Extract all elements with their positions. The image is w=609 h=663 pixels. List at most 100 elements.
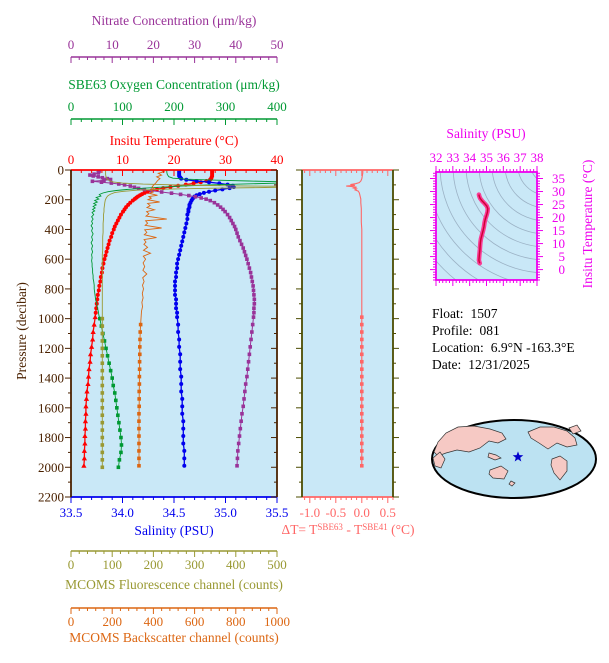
- ts-salinity-axis-title: Salinity (PSU): [446, 126, 526, 141]
- tick-label: 400: [45, 222, 65, 237]
- map-landmass: [488, 465, 509, 480]
- tick-label: 2000: [38, 460, 64, 475]
- tick-label: 0: [68, 557, 75, 572]
- tick-label: 1200: [38, 341, 64, 356]
- tick-label: 300: [185, 557, 205, 572]
- dt-title-sup-sbe41: SBE41: [362, 522, 388, 532]
- location-label: Location:: [432, 340, 484, 355]
- tick-label: 30: [188, 37, 201, 52]
- pressure-axis-title: Pressure (decibar): [14, 282, 29, 380]
- float-id-value: 1507: [470, 306, 498, 321]
- date-value: 12/31/2025: [468, 357, 530, 372]
- tick-label: 34.0: [111, 505, 134, 520]
- tick-label: 1000: [264, 614, 290, 629]
- tick-label: 0: [68, 152, 75, 167]
- map-landmass: [527, 426, 578, 450]
- tick-label: 400: [226, 557, 246, 572]
- map-landmass: [508, 480, 516, 487]
- tick-label: 0: [68, 614, 75, 629]
- tick-label: 35.5: [266, 505, 289, 520]
- tick-label: 30: [219, 152, 232, 167]
- tick-label: 10: [106, 37, 119, 52]
- tick-label: 5: [559, 249, 566, 264]
- tick-label: 800: [226, 614, 246, 629]
- float-location-star: [512, 451, 524, 462]
- tick-label: 36: [497, 150, 511, 165]
- tick-label: 1600: [38, 400, 64, 415]
- series-line-mcoms-backscatter: [138, 170, 167, 466]
- tick-label: 38: [531, 150, 544, 165]
- tick-label: 35.0: [214, 505, 237, 520]
- location-line: Location: 6.9°N -163.3°E: [432, 339, 575, 356]
- tick-label: 600: [45, 252, 65, 267]
- main-profile-series: [81, 170, 277, 470]
- tick-label: 200: [144, 557, 164, 572]
- tick-label: -1.0: [300, 505, 321, 520]
- tick-label: 0.5: [380, 505, 396, 520]
- tick-label: -0.5: [326, 505, 347, 520]
- tick-label: 200: [164, 99, 184, 114]
- map-landmass: [568, 424, 582, 435]
- tick-label: 50: [271, 37, 284, 52]
- tick-label: 10: [552, 236, 565, 251]
- tick-label: 400: [267, 99, 287, 114]
- fluorescence-axis-title: MCOMS Fluorescence channel (counts): [65, 577, 283, 592]
- tick-label: 1800: [38, 430, 64, 445]
- tick-label: 1400: [38, 371, 64, 386]
- tick-label: 34.5: [163, 505, 186, 520]
- tick-label: 0: [58, 163, 65, 178]
- tick-label: 2200: [38, 490, 64, 505]
- tick-label: 33.5: [60, 505, 83, 520]
- backscatter-axis-title: MCOMS Backscatter channel (counts): [69, 630, 279, 645]
- tick-label: 34: [463, 150, 477, 165]
- temperature-axis-title: Insitu Temperature (°C): [109, 133, 239, 148]
- tick-label: 100: [113, 99, 133, 114]
- tick-label: 40: [229, 37, 242, 52]
- map-landmass: [550, 455, 568, 481]
- dt-title-sup-sbe63: SBE63: [317, 522, 343, 532]
- tick-label: 20: [168, 152, 181, 167]
- tick-label: 32: [430, 150, 443, 165]
- tick-label: 400: [144, 614, 164, 629]
- float-id-line: Float: 1507: [432, 305, 575, 322]
- date-line: Date: 12/31/2025: [432, 356, 575, 373]
- tick-label: 1000: [38, 311, 64, 326]
- ts-curve-core: [478, 194, 489, 264]
- tick-label: 200: [102, 614, 122, 629]
- delta-t-series: [346, 170, 364, 468]
- world-map: [431, 419, 597, 499]
- tick-label: 20: [552, 210, 565, 225]
- ts-temperature-axis-title: Insitu Temperature (°C): [580, 159, 595, 289]
- tick-label: 10: [116, 152, 129, 167]
- tick-label: 300: [216, 99, 236, 114]
- dt-title-part: - T: [342, 522, 363, 537]
- tick-label: 15: [552, 223, 565, 238]
- map-landmass: [487, 452, 502, 461]
- profile-line: Profile: 081: [432, 322, 575, 339]
- float-info-block: Float: 1507 Profile: 081 Location: 6.9°N -1…: [432, 305, 575, 373]
- tick-label: 20: [147, 37, 160, 52]
- tick-label: 33: [446, 150, 459, 165]
- delta-t-axis-title: ΔT= TSBE63 - TSBE41 (°C): [282, 522, 415, 538]
- ts-diagram-area: [436, 172, 537, 280]
- map-landmass: [433, 425, 507, 457]
- delta-plot-background: [302, 170, 393, 497]
- float-id-label: Float:: [432, 306, 464, 321]
- tick-label: 30: [552, 184, 565, 199]
- tick-label: 35: [480, 150, 493, 165]
- tick-label: 0.0: [354, 505, 370, 520]
- dt-title-part: ΔT= T: [281, 522, 318, 537]
- main-plot-background: [71, 170, 277, 497]
- nitrate-axis-title: Nitrate Concentration (μm/kg): [91, 13, 257, 28]
- tick-label: 600: [185, 614, 205, 629]
- tick-label: 0: [68, 37, 75, 52]
- oxygen-axis-title: SBE63 Oxygen Concentration (μm/kg): [68, 77, 280, 92]
- tick-label: 200: [45, 192, 65, 207]
- tick-label: 25: [552, 197, 565, 212]
- map-landmass: [432, 451, 446, 469]
- tick-label: 100: [102, 557, 122, 572]
- tick-label: 37: [514, 150, 528, 165]
